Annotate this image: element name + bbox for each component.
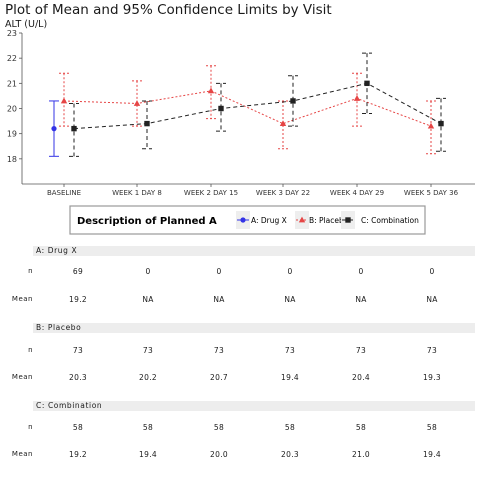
table-cell-n: 58 (213, 423, 225, 432)
legend-title: Description of Planned A (77, 216, 217, 227)
table-section-label: B: Placebo (36, 323, 82, 332)
legend: Description of Planned A A: Drug X B: Plac… (69, 205, 426, 235)
table-cell-n: 73 (284, 346, 296, 355)
y-tick-label: 20 (7, 105, 17, 114)
table-cell-mean: NA (426, 295, 438, 304)
data-point (364, 80, 370, 87)
table-cell-mean: 20.3 (69, 373, 87, 382)
table-cell-mean: 20.2 (139, 373, 157, 382)
x-tick-label: WEEK 1 DAY 8 (112, 189, 162, 197)
series-line (63, 90, 432, 127)
table-section-label: A: Drug X (36, 246, 78, 255)
legend-key-marker (298, 216, 306, 223)
y-tick-label: 18 (7, 155, 17, 164)
table-cell-n: 73 (72, 346, 84, 355)
table-cell-mean: 20.7 (210, 373, 228, 382)
data-point (353, 95, 361, 101)
table-cell-mean: 19.2 (69, 450, 87, 459)
mean-ci-chart: 18 19 20 21 22 23 BASELINE WEEK 1 DAY 8 WEEK 2 D… (7, 29, 475, 235)
table-cell-n: 0 (145, 267, 151, 276)
data-point (279, 120, 287, 126)
row-label-n: n (28, 346, 33, 354)
table-cell-n: 73 (426, 346, 438, 355)
table-cell-n: 58 (72, 423, 84, 432)
legend-key-marker (240, 217, 246, 223)
data-point (438, 120, 444, 127)
data-point (60, 97, 68, 104)
legend-item-label: C: Combination (361, 216, 419, 225)
table-cell-mean: 19.2 (69, 295, 87, 304)
row-label-mean: Mean (11, 373, 33, 381)
table-cell-n: 69 (72, 267, 84, 276)
data-point (427, 122, 435, 129)
table-cell-n: 0 (287, 267, 293, 276)
y-axis-unit-label: ALT (U/L) (5, 19, 48, 30)
table-cell-mean: 21.0 (352, 450, 370, 459)
table-section-band (33, 246, 475, 256)
row-label-mean: Mean (11, 450, 33, 458)
legend-key-marker (345, 217, 351, 223)
x-tick-label: WEEK 5 DAY 36 (404, 189, 459, 197)
x-tick-label: BASELINE (47, 189, 81, 197)
table-cell-mean: 19.3 (423, 373, 441, 382)
row-label-n: n (28, 267, 33, 275)
data-point (71, 125, 77, 132)
table-cell-n: 73 (355, 346, 367, 355)
x-tick-label: WEEK 4 DAY 29 (330, 189, 384, 197)
table-cell-mean: 20.3 (281, 450, 299, 459)
series-1 (49, 100, 59, 157)
y-tick-label: 22 (7, 54, 17, 63)
data-point (133, 100, 141, 106)
table-cell-mean: 20.0 (210, 450, 228, 459)
data-point (51, 126, 57, 132)
y-tick-label: 19 (7, 130, 17, 139)
row-label-mean: Mean (11, 295, 33, 303)
y-tick-label: 23 (7, 29, 17, 38)
table-cell-mean: 19.4 (423, 450, 441, 459)
data-point (290, 98, 296, 104)
table-cell-n: 73 (142, 346, 154, 355)
table-cell-mean: 19.4 (281, 373, 299, 382)
table-cell-n: 0 (358, 267, 364, 276)
table-cell-mean: 20.4 (352, 373, 370, 382)
table-cell-mean: NA (355, 295, 367, 304)
legend-item-label: B: Placebo (309, 216, 349, 225)
table-cell-n: 58 (426, 423, 438, 432)
table-section-band (33, 323, 475, 333)
table-cell-mean: 19.4 (139, 450, 157, 459)
table-cell-n: 58 (142, 423, 154, 432)
table-cell-n: 0 (216, 267, 222, 276)
table-cell-n: 58 (355, 423, 367, 432)
series-3 (69, 52, 446, 157)
series-line (73, 82, 442, 130)
table-section-label: C: Combination (36, 401, 103, 410)
table-cell-n: 73 (213, 346, 225, 355)
table-cell-mean: NA (142, 295, 154, 304)
table-cell-n: 0 (429, 267, 435, 276)
table-section-band (33, 401, 475, 411)
data-point (144, 120, 150, 127)
data-point (218, 105, 224, 112)
table-cell-n: 58 (284, 423, 296, 432)
page-title: Plot of Mean and 95% Confidence Limits b… (5, 2, 332, 18)
table-cell-mean: NA (213, 295, 225, 304)
row-label-n: n (28, 423, 33, 431)
x-tick-label: WEEK 3 DAY 22 (256, 189, 310, 197)
x-tick-label: WEEK 2 DAY 15 (184, 189, 238, 197)
legend-item-label: A: Drug X (251, 216, 287, 225)
series-2 (59, 65, 436, 155)
y-tick-label: 21 (7, 79, 17, 88)
data-point (207, 87, 215, 94)
table-cell-mean: NA (284, 295, 296, 304)
